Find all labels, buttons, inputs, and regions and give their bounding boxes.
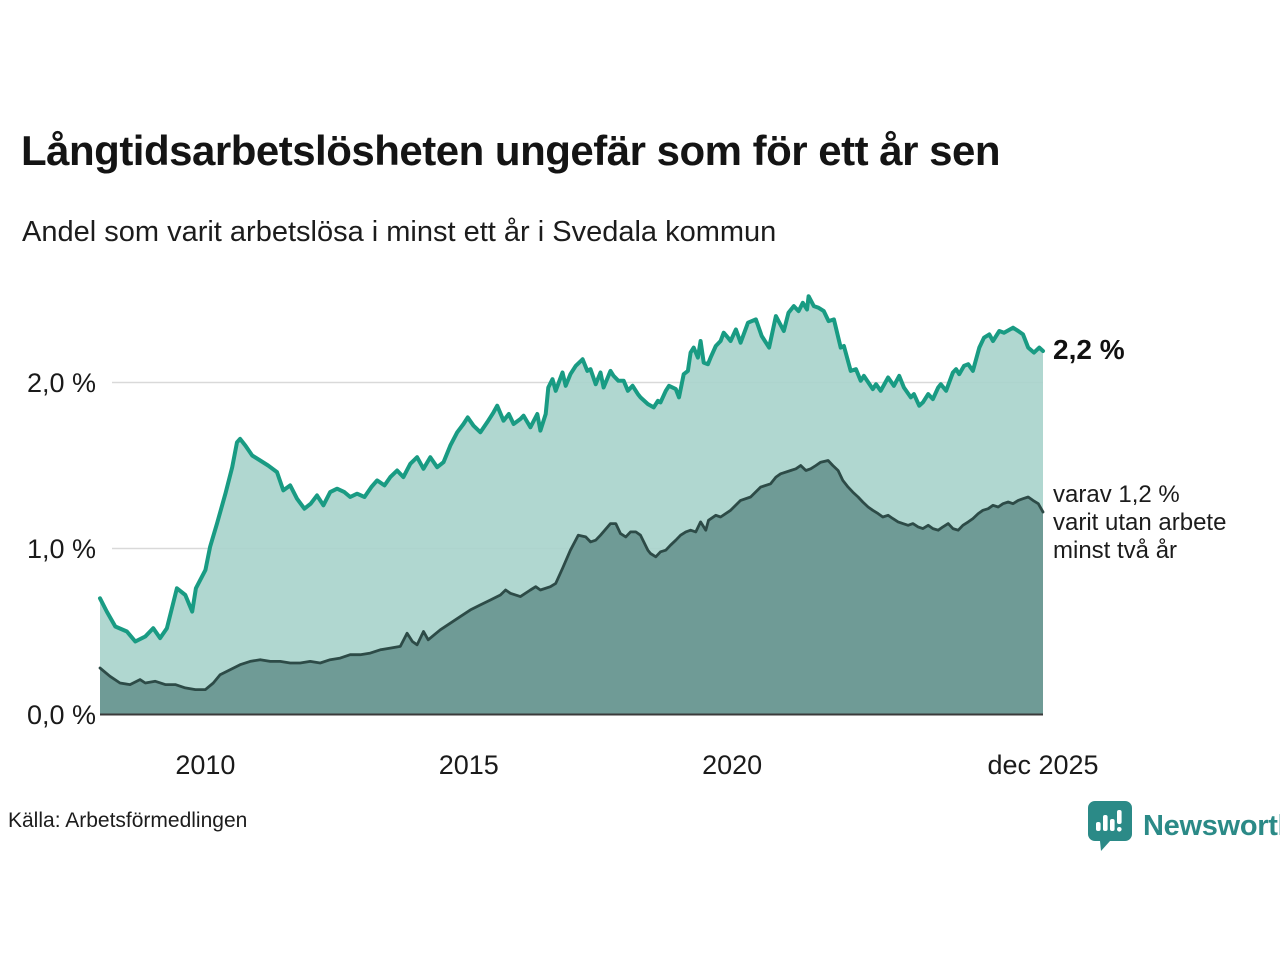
- annotation-total-value: 2,2 %: [1053, 334, 1125, 365]
- page-title: Långtidsarbetslösheten ungefär som för e…: [21, 127, 1001, 174]
- y-tick-label: 0,0 %: [26, 699, 96, 730]
- annotation-two-year-line2: varit utan arbete: [1053, 509, 1227, 536]
- newsworthy-bar-chart-bubble-icon: [1088, 801, 1132, 851]
- x-tick-label: 2010: [175, 750, 236, 780]
- source-note: Källa: Arbetsförmedlingen: [8, 809, 248, 832]
- x-tick-label: dec 2025: [987, 750, 1099, 780]
- annotation-two-year: varav 1,2 % varit utan arbete minst två …: [1053, 481, 1226, 565]
- newsworthy-wordmark: Newsworthy: [1143, 809, 1280, 842]
- x-tick-label: 2020: [702, 750, 763, 780]
- y-tick-label: 1,0 %: [26, 533, 96, 564]
- chart-subtitle: Andel som varit arbetslösa i minst ett å…: [22, 216, 777, 248]
- bar-glyphs: [1096, 810, 1122, 832]
- y-tick-label: 2,0 %: [26, 367, 96, 398]
- newsworthy-logo: Newsworthy: [1087, 800, 1280, 852]
- annotation-two-year-line3: minst två år: [1053, 537, 1178, 564]
- annotation-two-year-line1: varav 1,2 %: [1053, 481, 1180, 508]
- x-tick-label: 2015: [438, 750, 499, 780]
